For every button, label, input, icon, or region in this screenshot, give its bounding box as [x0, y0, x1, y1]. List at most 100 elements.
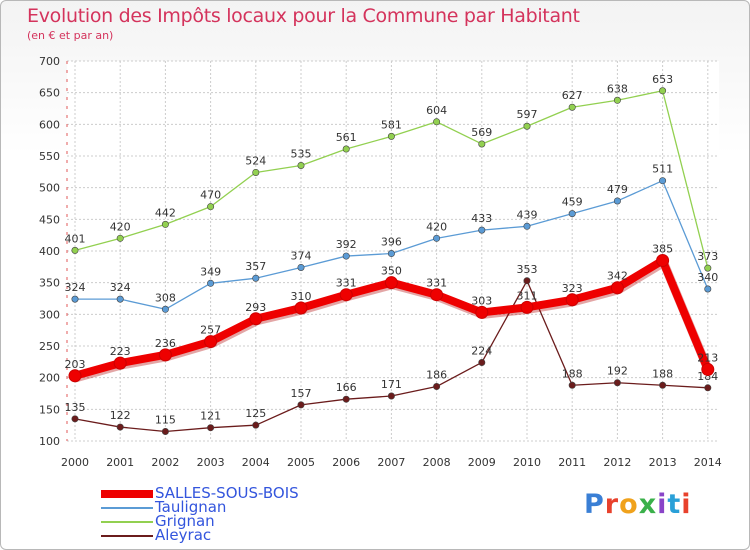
legend-swatch-salles — [101, 490, 153, 498]
data-point-aleyrac — [342, 395, 350, 403]
logo-letter: i — [681, 489, 692, 520]
data-point-taulignan — [387, 250, 395, 258]
data-point-grignan — [252, 168, 260, 176]
x-tick-label: 2011 — [558, 456, 586, 469]
data-label-aleyrac: 135 — [65, 401, 86, 414]
data-label-grignan: 638 — [607, 82, 628, 95]
data-point-salles — [610, 281, 624, 295]
y-tick-label: 300 — [39, 308, 60, 321]
y-tick-label: 400 — [39, 245, 60, 258]
x-tick-label: 2006 — [332, 456, 360, 469]
data-point-salles — [475, 305, 489, 319]
data-point-grignan — [342, 145, 350, 153]
data-point-salles — [384, 276, 398, 290]
data-label-aleyrac: 125 — [245, 407, 266, 420]
data-label-salles-sous-bois: 213 — [697, 351, 718, 364]
data-label-salles-sous-bois: 331 — [426, 277, 447, 290]
data-point-aleyrac — [387, 392, 395, 400]
data-label-grignan: 581 — [381, 118, 402, 131]
legend-item-salles: SALLES-SOUS-BOIS — [101, 485, 341, 502]
data-label-taulignan: 439 — [517, 208, 538, 221]
data-label-taulignan: 349 — [200, 265, 221, 278]
legend-label-grignan: Grignan — [155, 512, 215, 530]
legend-label-taulignan: Taulignan — [155, 498, 227, 516]
data-point-grignan — [659, 87, 667, 95]
data-point-salles — [430, 288, 444, 302]
data-point-taulignan — [568, 210, 576, 218]
data-label-aleyrac: 166 — [336, 381, 357, 394]
data-label-salles-sous-bois: 323 — [562, 282, 583, 295]
data-point-aleyrac — [433, 383, 441, 391]
data-point-salles — [701, 362, 715, 376]
data-label-grignan: 627 — [562, 89, 583, 102]
data-point-grignan — [523, 122, 531, 130]
data-point-taulignan — [613, 197, 621, 205]
data-label-salles-sous-bois: 310 — [291, 290, 312, 303]
data-point-grignan — [704, 264, 712, 272]
data-label-taulignan: 324 — [110, 281, 131, 294]
data-label-aleyrac: 115 — [155, 414, 176, 427]
data-label-salles-sous-bois: 331 — [336, 277, 357, 290]
x-tick-label: 2014 — [694, 456, 722, 469]
data-point-salles — [520, 300, 534, 314]
logo-letter: x — [638, 489, 658, 520]
data-label-taulignan: 459 — [562, 196, 583, 209]
y-tick-label: 250 — [39, 340, 60, 353]
x-tick-label: 2010 — [513, 456, 541, 469]
y-tick-label: 150 — [39, 403, 60, 416]
data-label-aleyrac: 188 — [652, 367, 673, 380]
x-tick-label: 2002 — [151, 456, 179, 469]
x-tick-label: 2013 — [649, 456, 677, 469]
data-label-aleyrac: 192 — [607, 365, 628, 378]
data-point-taulignan — [433, 234, 441, 242]
data-point-taulignan — [116, 295, 124, 303]
y-tick-label: 600 — [39, 118, 60, 131]
data-label-salles-sous-bois: 385 — [652, 243, 673, 256]
x-tick-label: 2004 — [242, 456, 270, 469]
data-point-taulignan — [252, 274, 260, 282]
chart-subtitle: (en € et par an) — [27, 29, 114, 42]
data-point-grignan — [116, 234, 124, 242]
data-label-grignan: 561 — [336, 131, 357, 144]
data-point-taulignan — [297, 263, 305, 271]
data-label-grignan: 653 — [652, 73, 673, 86]
data-point-salles — [113, 356, 127, 370]
data-point-salles — [204, 335, 218, 349]
data-label-grignan: 524 — [245, 154, 266, 167]
data-label-aleyrac: 353 — [517, 263, 538, 276]
legend-label-aleyrac: Aleyrac — [155, 526, 212, 544]
data-point-grignan — [297, 162, 305, 170]
data-point-taulignan — [71, 295, 79, 303]
legend-item-taulignan: Taulignan — [101, 498, 341, 516]
data-label-taulignan: 511 — [652, 163, 673, 176]
legend-swatch-aleyrac — [101, 535, 153, 537]
data-label-salles-sous-bois: 311 — [517, 289, 538, 302]
data-label-taulignan: 324 — [65, 281, 86, 294]
y-tick-label: 700 — [39, 55, 60, 68]
y-tick-label: 350 — [39, 277, 60, 290]
data-point-aleyrac — [659, 381, 667, 389]
data-label-taulignan: 396 — [381, 236, 402, 249]
data-point-salles — [249, 312, 263, 326]
data-point-salles — [68, 369, 82, 383]
chart-title: Evolution des Impôts locaux pour la Comm… — [27, 5, 580, 27]
data-label-aleyrac: 157 — [291, 387, 312, 400]
data-point-aleyrac — [704, 384, 712, 392]
x-tick-label: 2005 — [287, 456, 315, 469]
x-tick-label: 2007 — [377, 456, 405, 469]
y-tick-label: 500 — [39, 182, 60, 195]
data-point-grignan — [387, 132, 395, 140]
data-label-grignan: 470 — [200, 189, 221, 202]
data-label-aleyrac: 224 — [471, 344, 492, 357]
data-point-taulignan — [659, 177, 667, 185]
legend-swatch-taulignan — [101, 507, 153, 509]
x-tick-label: 2009 — [468, 456, 496, 469]
x-tick-label: 2008 — [423, 456, 451, 469]
data-label-grignan: 604 — [426, 104, 447, 117]
y-tick-label: 200 — [39, 372, 60, 385]
legend: SALLES-SOUS-BOIS Taulignan Grignan Aleyr… — [101, 485, 341, 544]
data-point-aleyrac — [252, 421, 260, 429]
data-point-taulignan — [704, 285, 712, 293]
y-tick-label: 550 — [39, 150, 60, 163]
